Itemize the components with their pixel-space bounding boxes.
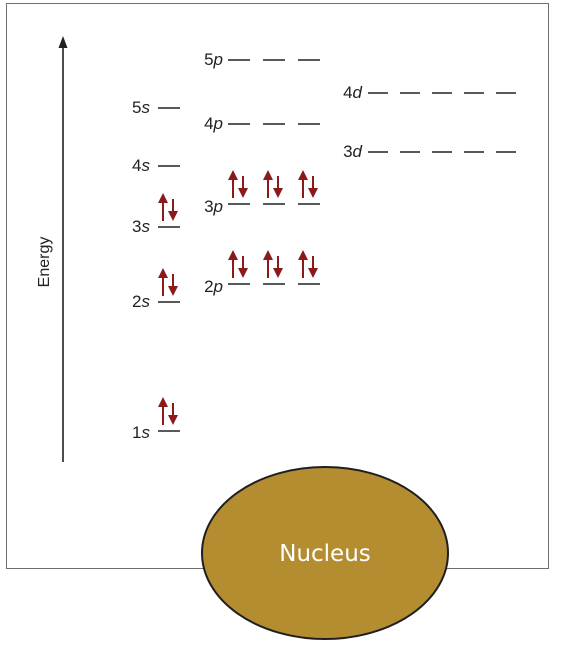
- electron-down-arrow-icon: [238, 256, 248, 278]
- orbital-number: 3: [132, 217, 141, 236]
- orbital-label-4s: 4s: [132, 156, 150, 175]
- orbital-label-3d: 3d: [343, 142, 362, 161]
- orbital-number: 4: [132, 156, 141, 175]
- orbital-number: 3: [204, 197, 213, 216]
- orbital-4p: 4p: [204, 114, 320, 133]
- electron-up-arrow-icon: [158, 397, 168, 425]
- orbital-number: 2: [204, 277, 213, 296]
- electron-down-arrow-icon: [273, 176, 283, 198]
- orbital-type: p: [213, 114, 223, 133]
- orbital-5s: 5s: [132, 98, 180, 117]
- orbital-number: 5: [132, 98, 141, 117]
- orbital-3d: 3d: [343, 142, 516, 161]
- electron-down-arrow-icon: [168, 199, 178, 221]
- orbital-type: d: [353, 142, 363, 161]
- electron-down-arrow-icon: [168, 403, 178, 425]
- orbital-type: s: [142, 423, 151, 442]
- orbital-2p: 2p: [204, 250, 320, 296]
- orbital-type: s: [142, 292, 151, 311]
- nucleus: [201, 466, 449, 640]
- orbital-number: 5: [204, 50, 213, 69]
- orbital-label-3s: 3s: [132, 217, 150, 236]
- orbital-type: p: [213, 277, 223, 296]
- orbital-type: p: [213, 50, 223, 69]
- electron-down-arrow-icon: [308, 176, 318, 198]
- orbital-1s: 1s: [132, 397, 180, 442]
- orbital-label-5p: 5p: [204, 50, 223, 69]
- orbital-number: 1: [132, 423, 141, 442]
- nucleus-label: Nucleus: [279, 541, 371, 567]
- electron-down-arrow-icon: [308, 256, 318, 278]
- orbital-label-1s: 1s: [132, 423, 150, 442]
- orbital-type: d: [353, 83, 363, 102]
- electron-up-arrow-icon: [228, 170, 238, 198]
- electron-up-arrow-icon: [263, 170, 273, 198]
- orbital-label-2s: 2s: [132, 292, 150, 311]
- orbital-number: 4: [204, 114, 213, 133]
- orbital-type: s: [142, 217, 151, 236]
- electron-up-arrow-icon: [158, 268, 168, 296]
- orbital-label-5s: 5s: [132, 98, 150, 117]
- energy-axis-label: Energy: [36, 237, 53, 288]
- orbital-label-4p: 4p: [204, 114, 223, 133]
- orbital-5p: 5p: [204, 50, 320, 69]
- electron-up-arrow-icon: [158, 193, 168, 221]
- electron-up-arrow-icon: [263, 250, 273, 278]
- electron-up-arrow-icon: [228, 250, 238, 278]
- orbital-3p: 3p: [204, 170, 320, 216]
- orbital-3s: 3s: [132, 193, 180, 236]
- electron-down-arrow-icon: [273, 256, 283, 278]
- orbital-type: s: [142, 156, 151, 175]
- energy-axis-arrowhead-icon: [58, 36, 68, 48]
- electron-up-arrow-icon: [298, 250, 308, 278]
- orbital-4d: 4d: [343, 83, 516, 102]
- orbital-type: p: [213, 197, 223, 216]
- orbital-label-2p: 2p: [204, 277, 223, 296]
- orbital-type: s: [142, 98, 151, 117]
- orbital-4s: 4s: [132, 156, 180, 175]
- orbital-label-3p: 3p: [204, 197, 223, 216]
- electron-down-arrow-icon: [238, 176, 248, 198]
- orbital-number: 3: [343, 142, 352, 161]
- orbital-2s: 2s: [132, 268, 180, 311]
- electron-up-arrow-icon: [298, 170, 308, 198]
- orbital-number: 2: [132, 292, 141, 311]
- orbital-label-4d: 4d: [343, 83, 362, 102]
- electron-down-arrow-icon: [168, 274, 178, 296]
- orbital-number: 4: [343, 83, 352, 102]
